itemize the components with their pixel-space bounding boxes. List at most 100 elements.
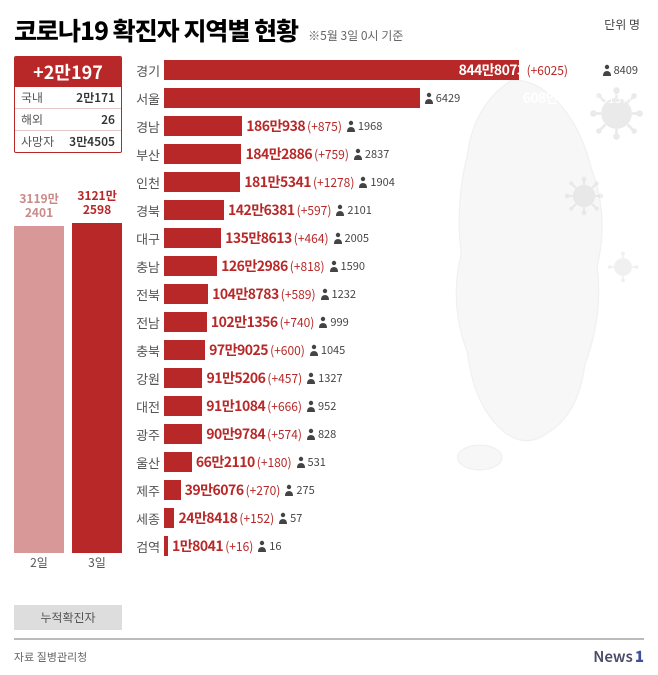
region-row: 충북 97만9025 (+600) 1045: [130, 336, 638, 364]
region-bar-area: 90만9784 (+574) 828: [164, 423, 638, 445]
region-total: 181만5341: [244, 172, 311, 192]
region-total: 66만2110: [196, 452, 255, 472]
region-deaths: 1590: [329, 258, 365, 274]
region-delta: (+759): [314, 146, 349, 163]
summary-row: 해외 26: [15, 109, 121, 131]
region-row: 대구 135만8613 (+464) 2005: [130, 224, 638, 252]
region-delta: (+152): [239, 510, 274, 527]
region-delta: (+6025): [527, 62, 568, 79]
region-row: 광주 90만9784 (+574) 828: [130, 420, 638, 448]
region-bar: [164, 452, 192, 472]
source-label: 자료 질병관리청: [14, 649, 87, 665]
summary-label: 사망자: [21, 133, 54, 150]
region-total: 126만2986: [221, 256, 288, 276]
region-bar-area: 66만2110 (+180) 531: [164, 451, 638, 473]
region-name: 세종: [130, 509, 160, 528]
region-delta: (+875): [307, 118, 342, 135]
region-row: 경북 142만6381 (+597) 2101: [130, 196, 638, 224]
main-chart-area: 경기 844만8073 (+6025) 8409 서울 608만7497 (+5…: [130, 56, 644, 630]
region-total: 39만6076: [185, 480, 244, 500]
mini-bar-value: 3121만2598: [68, 189, 126, 217]
region-name: 경남: [130, 117, 160, 136]
region-bar: [164, 424, 202, 444]
region-delta: (+5137): [591, 90, 632, 107]
region-bar-area: 104만8783 (+589) 1232: [164, 283, 638, 305]
region-bar: [164, 116, 242, 136]
region-row: 경남 186만938 (+875) 1968: [130, 112, 638, 140]
region-delta: (+597): [297, 202, 332, 219]
region-name: 경북: [130, 201, 160, 220]
region-deaths: 1045: [309, 342, 345, 358]
region-name: 검역: [130, 537, 160, 556]
region-bar-area: 102만1356 (+740) 999: [164, 311, 638, 333]
region-name: 충북: [130, 341, 160, 360]
region-deaths: 16: [257, 538, 281, 554]
region-row: 인천 181만5341 (+1278) 1904: [130, 168, 638, 196]
region-bar-area: 91만1084 (+666) 952: [164, 395, 638, 417]
region-row: 제주 39만6076 (+270) 275: [130, 476, 638, 504]
region-deaths: 2101: [335, 202, 371, 218]
region-bar: [164, 144, 241, 164]
region-name: 대전: [130, 397, 160, 416]
summary-value: 2만171: [76, 89, 115, 106]
region-row: 대전 91만1084 (+666) 952: [130, 392, 638, 420]
region-name: 인천: [130, 173, 160, 192]
region-bar-area: 186만938 (+875) 1968: [164, 115, 638, 137]
region-bar: [164, 536, 168, 556]
region-bar-area: 39만6076 (+270) 275: [164, 479, 638, 501]
region-total: 91만5206: [206, 368, 265, 388]
region-name: 전북: [130, 285, 160, 304]
region-deaths: 1232: [320, 286, 356, 302]
mini-chart: 3119만2401 2일 3121만2598 3일: [14, 163, 122, 583]
region-total: 102만1356: [211, 312, 278, 332]
region-row: 충남 126만2986 (+818) 1590: [130, 252, 638, 280]
region-total: 91만1084: [206, 396, 265, 416]
mini-bar: 3119만2401 2일: [14, 226, 64, 553]
region-delta: (+464): [294, 230, 329, 247]
page-title: 코로나19 확진자 지역별 현황: [14, 12, 298, 48]
region-total: 184만2886: [245, 144, 312, 164]
region-name: 울산: [130, 453, 160, 472]
region-bar: [164, 508, 174, 528]
region-delta: (+1278): [313, 174, 354, 191]
region-bar-area: 844만8073 (+6025) 8409: [164, 59, 638, 81]
region-bar-area: 135만8613 (+464) 2005: [164, 227, 638, 249]
summary-value: 26: [101, 111, 115, 128]
region-total: 135만8613: [225, 228, 292, 248]
region-bar: [164, 340, 205, 360]
region-name: 광주: [130, 425, 160, 444]
region-row: 전남 102만1356 (+740) 999: [130, 308, 638, 336]
region-deaths: 1968: [346, 118, 382, 134]
region-row: 서울 608만7497 (+5137) 6429: [130, 84, 638, 112]
region-name: 경기: [130, 61, 160, 80]
region-delta: (+270): [246, 482, 281, 499]
region-row: 부산 184만2886 (+759) 2837: [130, 140, 638, 168]
region-total: 97만9025: [209, 340, 268, 360]
region-bar-area: 24만8418 (+152) 57: [164, 507, 638, 529]
region-total: 1만8041: [172, 536, 223, 556]
region-bar-area: 142만6381 (+597) 2101: [164, 199, 638, 221]
region-deaths: 275: [284, 482, 314, 498]
region-total: 24만8418: [178, 508, 237, 528]
region-rows: 경기 844만8073 (+6025) 8409 서울 608만7497 (+5…: [130, 56, 638, 560]
region-bar-area: 97만9025 (+600) 1045: [164, 339, 638, 361]
region-deaths: 531: [296, 454, 326, 470]
summary-label: 해외: [21, 111, 43, 128]
region-bar: [164, 256, 217, 276]
today-rows: 국내2만171해외26사망자3만4505: [15, 87, 121, 152]
region-bar: [164, 172, 240, 192]
region-name: 충남: [130, 257, 160, 276]
region-name: 전남: [130, 313, 160, 332]
region-row: 세종 24만8418 (+152) 57: [130, 504, 638, 532]
cumulative-label: 누적확진자: [14, 605, 122, 630]
region-delta: (+818): [290, 258, 325, 275]
mini-bar-fill: [14, 226, 64, 553]
region-delta: (+600): [270, 342, 305, 359]
region-name: 강원: [130, 369, 160, 388]
mini-bar-xlabel: 3일: [72, 554, 122, 571]
region-delta: (+589): [281, 286, 316, 303]
region-bar-area: 608만7497 (+5137) 6429: [164, 87, 638, 109]
region-deaths: 999: [318, 314, 348, 330]
region-row: 경기 844만8073 (+6025) 8409: [130, 56, 638, 84]
region-bar: [164, 228, 221, 248]
